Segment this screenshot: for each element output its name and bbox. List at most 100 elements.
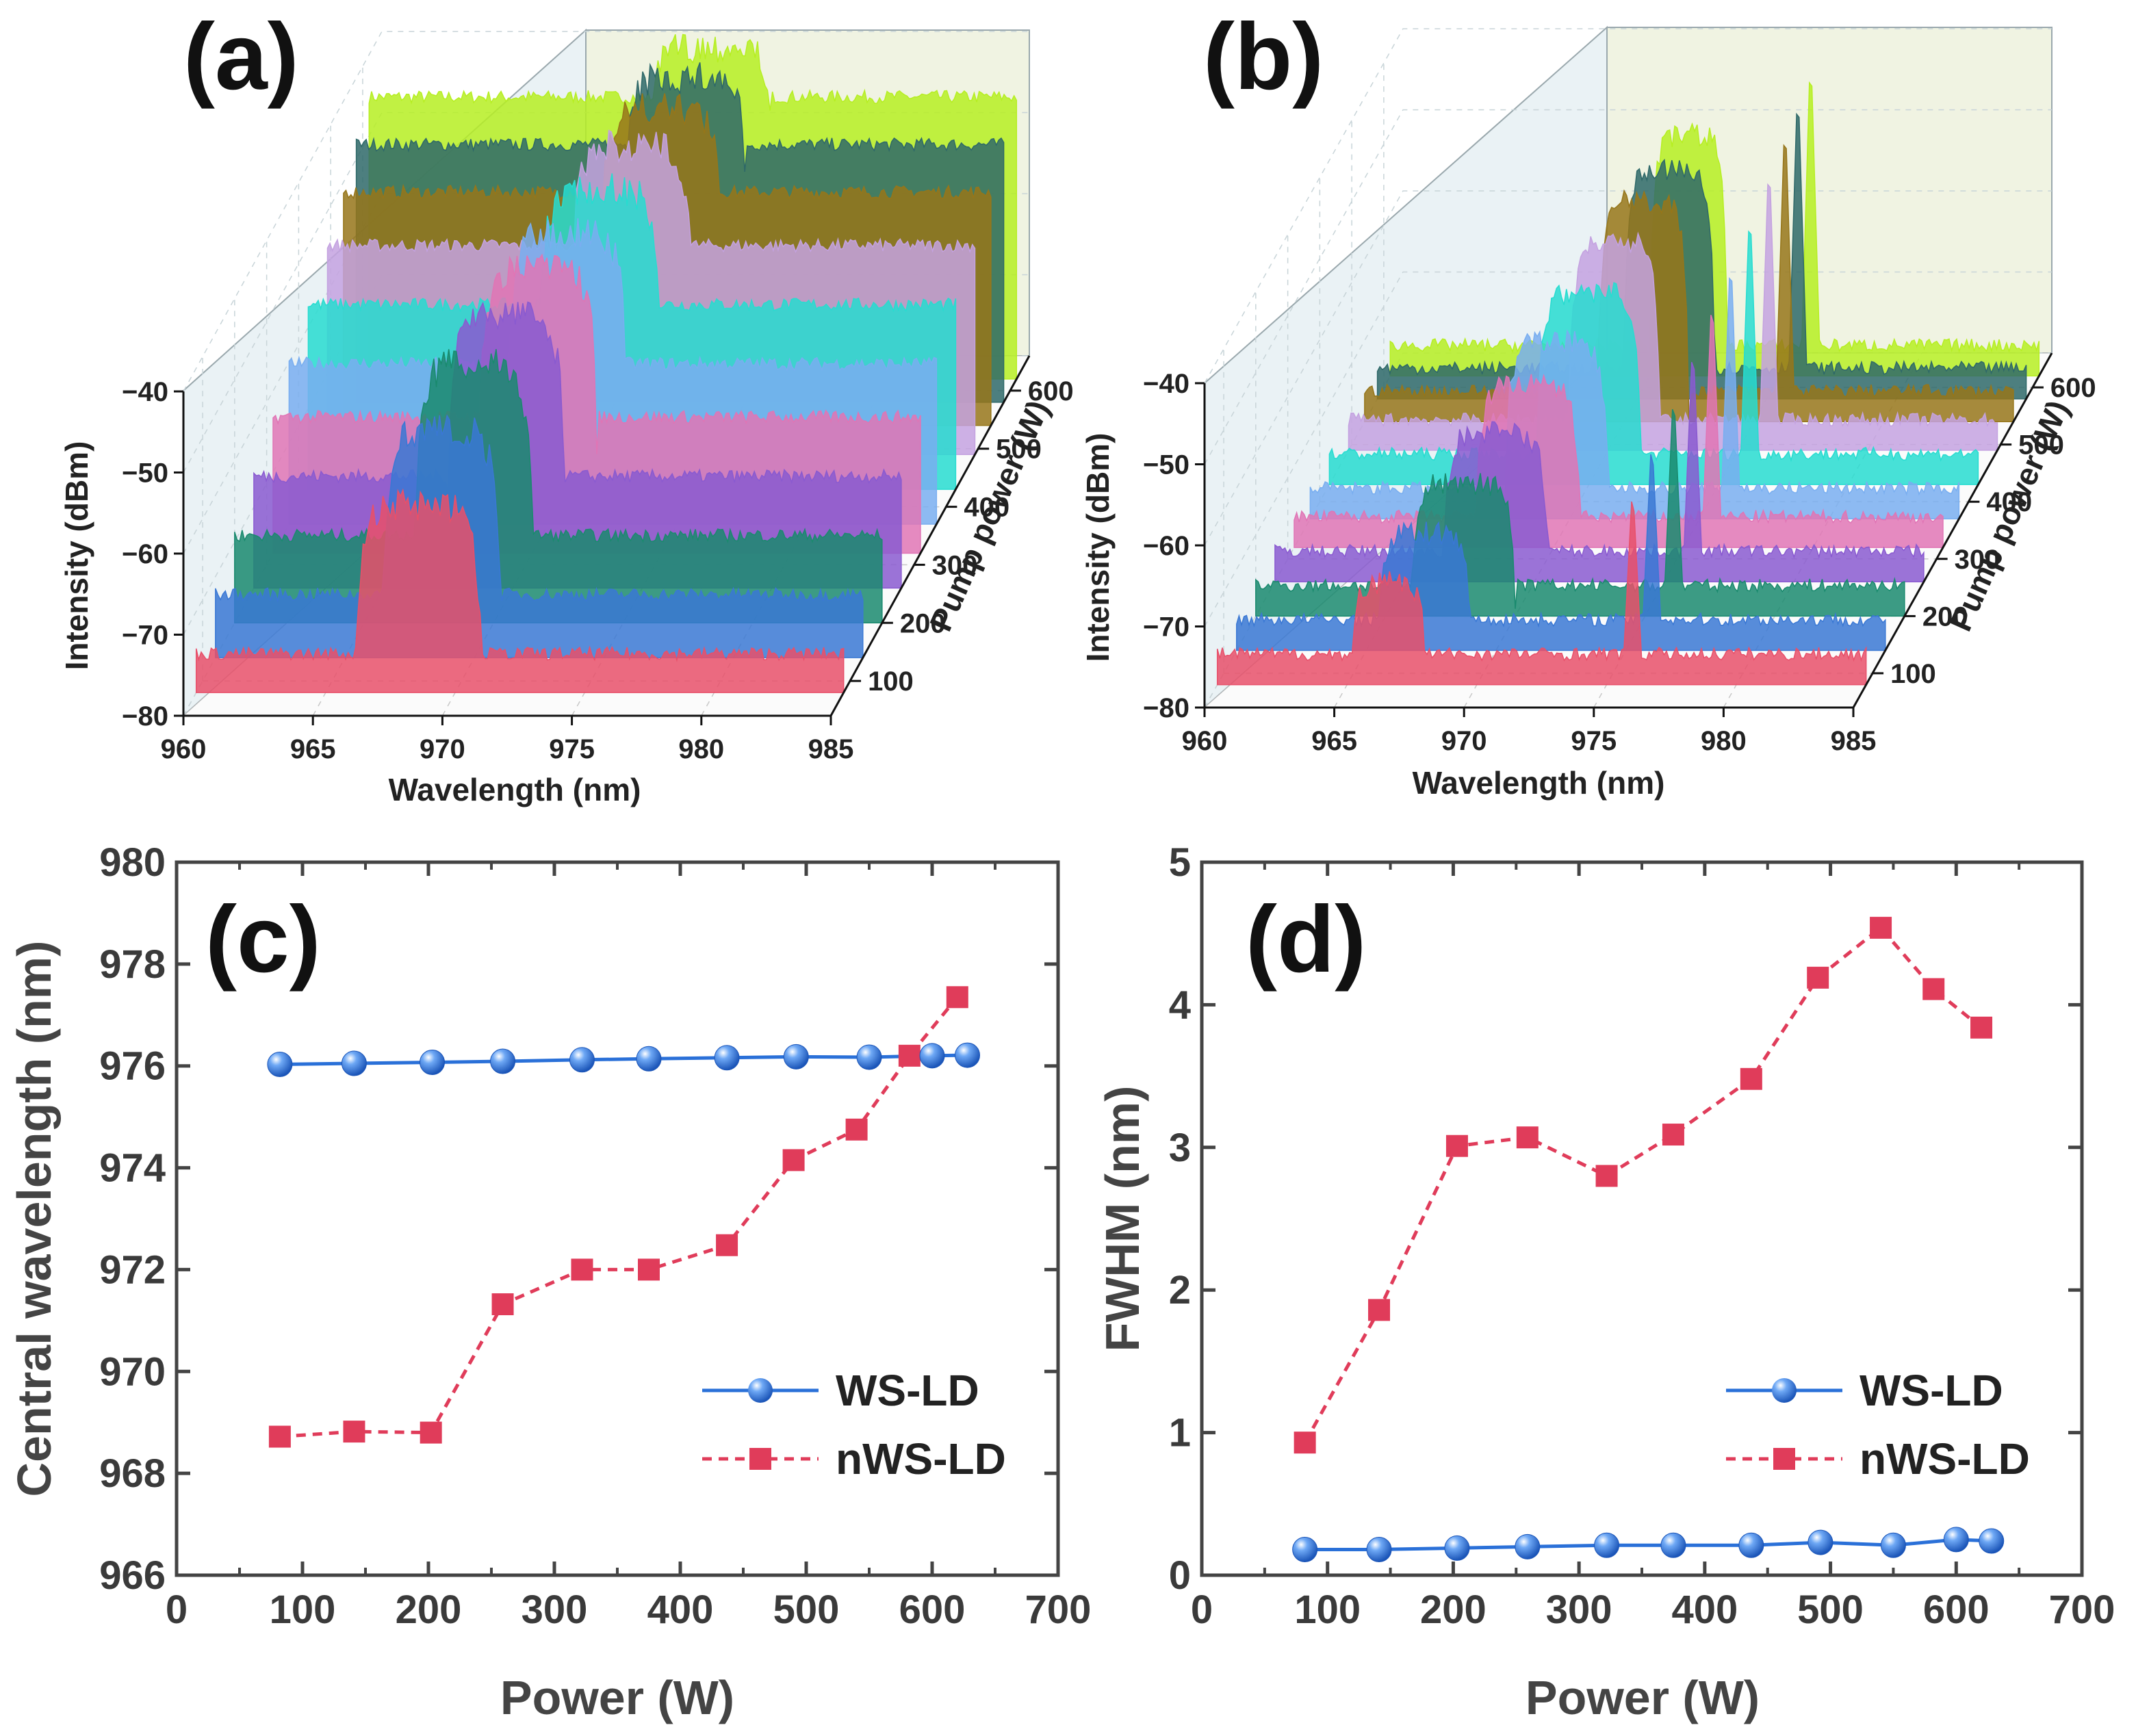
spectrum-area: [1389, 81, 2040, 377]
spectrum-area: [195, 488, 845, 693]
y-tick-label: 970: [99, 1349, 166, 1394]
y-tick-label: −70: [122, 621, 168, 651]
x-tick-label: 960: [1182, 726, 1228, 756]
ws-ld-point: [919, 1043, 945, 1069]
y-tick-label: −80: [1143, 693, 1189, 723]
x-tick-label: 965: [290, 734, 336, 764]
legend-label: WS-LD: [836, 1366, 979, 1415]
wall-grid-line: [1204, 271, 2052, 627]
legend-label: nWS-LD: [836, 1434, 1006, 1484]
ws-ld-point: [1515, 1533, 1541, 1559]
x-axis-title: Power (W): [500, 1671, 734, 1724]
wall-grid-line: [1204, 28, 2052, 384]
y-tick-label: 968: [99, 1451, 166, 1496]
z-tick-label: 200: [900, 608, 946, 638]
ticks: 0 100 200 300 400 500 600 700 966 968 970 972 974 976…: [99, 840, 1091, 1632]
y-tick-label: 5: [1169, 840, 1191, 885]
spectrum-370: [1309, 277, 1960, 520]
spectrum-area: [1274, 361, 1925, 582]
panel-label-d: (d): [1246, 887, 1366, 992]
x-tick-label: 975: [549, 734, 595, 764]
legend-label: WS-LD: [1860, 1366, 2003, 1415]
panel-label-a: (a): [183, 4, 299, 109]
ws-ld-point: [856, 1044, 882, 1070]
spectrum-area: [1328, 230, 1979, 485]
ws-ld-point: [1444, 1535, 1470, 1561]
ws-ld-point: [1807, 1529, 1833, 1555]
z-tick-label: 600: [1028, 376, 1074, 406]
legend-marker: [1772, 1378, 1797, 1403]
x-tick-label: 200: [1420, 1588, 1487, 1632]
y-tick-label: 0: [1169, 1553, 1191, 1598]
nws-ld-point: [1807, 966, 1829, 989]
y-tick-label: −60: [122, 539, 168, 569]
z-tick-label: 300: [932, 550, 978, 580]
spectrum-area: [1216, 501, 1867, 686]
x-tick-label: 970: [1441, 726, 1487, 756]
y-axis-title: Intensity (dBm): [59, 441, 94, 671]
ws-ld-point: [955, 1042, 981, 1068]
ticks: 0 100 200 300 400 500 600 700 0 1 2 3 4 5: [1169, 840, 2115, 1632]
y-tick-label: −60: [1143, 531, 1189, 561]
nws-ld-point: [343, 1421, 365, 1443]
y-tick-label: 966: [99, 1553, 166, 1598]
x-tick-label: 700: [1025, 1588, 1092, 1632]
y-tick-label: −70: [1143, 612, 1189, 643]
z-tick-label: 400: [964, 493, 1009, 523]
z-tick-label: 100: [1890, 659, 1936, 689]
panel-c: 0 100 200 300 400 500 600 700 966 968 970 972 974 976…: [8, 840, 1091, 1724]
spectrum-80: [195, 488, 845, 693]
panel-label-c: (c): [205, 887, 321, 992]
x-axis-title: Wavelength (nm): [1413, 765, 1665, 801]
x-tick-label: 400: [647, 1588, 714, 1632]
y-tick-label: −40: [1143, 369, 1189, 399]
ws-ld-point: [1979, 1528, 2005, 1554]
nws-ld-point: [946, 986, 968, 1009]
series: [267, 986, 981, 1448]
z-tick-label: 400: [1986, 487, 2032, 517]
legend-label: nWS-LD: [1860, 1434, 2030, 1484]
y-tick-label: −50: [122, 458, 168, 489]
x-tick-label: 300: [1546, 1588, 1612, 1632]
x-tick-label: 700: [2049, 1588, 2115, 1632]
ws-ld-point: [267, 1051, 293, 1077]
spectrum-area: [1294, 315, 1944, 548]
nws-ld-point: [491, 1293, 514, 1316]
ws-ld-point: [1943, 1527, 1969, 1553]
spectrum-area: [1309, 277, 1960, 520]
y-axis-title: Central wavelength (nm): [8, 941, 61, 1497]
z-tick-label: 500: [996, 435, 1042, 465]
nws-ld-point: [1922, 978, 1945, 1000]
ws-ld-point: [341, 1050, 367, 1076]
nws-ld-point: [268, 1425, 291, 1448]
panel-a: 960 965 970 975 980 985 −40 −50 −60 −70 −80 100 200 3…: [59, 4, 1074, 807]
z-tick-label: 300: [1955, 545, 2000, 575]
nws-ld-point: [898, 1044, 921, 1067]
y-tick-label: −50: [1143, 450, 1189, 480]
spectrum-80: [1216, 501, 1867, 686]
y-tick-label: 1: [1169, 1411, 1191, 1455]
ws-ld-point: [1660, 1532, 1686, 1558]
x-tick-label: 600: [899, 1588, 966, 1632]
ws-ld-point: [783, 1044, 809, 1070]
axes: 960 965 970 975 980 985 −40 −50 −60 −70 −80 100 200 3…: [1143, 352, 2096, 756]
spectrum-430: [1328, 230, 1979, 485]
x-tick-label: 400: [1671, 1588, 1738, 1632]
spectra: [1216, 81, 2040, 686]
panel-b: 960 965 970 975 980 985 −40 −50 −60 −70 −80 100 200 3…: [1080, 4, 2096, 801]
x-tick-label: 965: [1311, 726, 1357, 756]
axes: 960 965 970 975 980 985 −40 −50 −60 −70 −80 100 200 3…: [122, 355, 1074, 764]
legend-marker: [1773, 1448, 1795, 1470]
z-tick-label: 100: [868, 666, 914, 697]
wall-grid-line: [1204, 109, 2052, 465]
wall-grid-line: [1204, 190, 2052, 546]
series: [1292, 916, 2005, 1562]
nws-ld-point: [782, 1149, 805, 1171]
panel-label-b: (b): [1203, 4, 1324, 109]
x-tick-label: 980: [678, 734, 724, 764]
y-tick-label: 3: [1169, 1126, 1191, 1170]
x-tick-label: 960: [161, 734, 207, 764]
y-tick-label: 978: [99, 942, 166, 987]
x-axis-title: Power (W): [1526, 1671, 1760, 1724]
